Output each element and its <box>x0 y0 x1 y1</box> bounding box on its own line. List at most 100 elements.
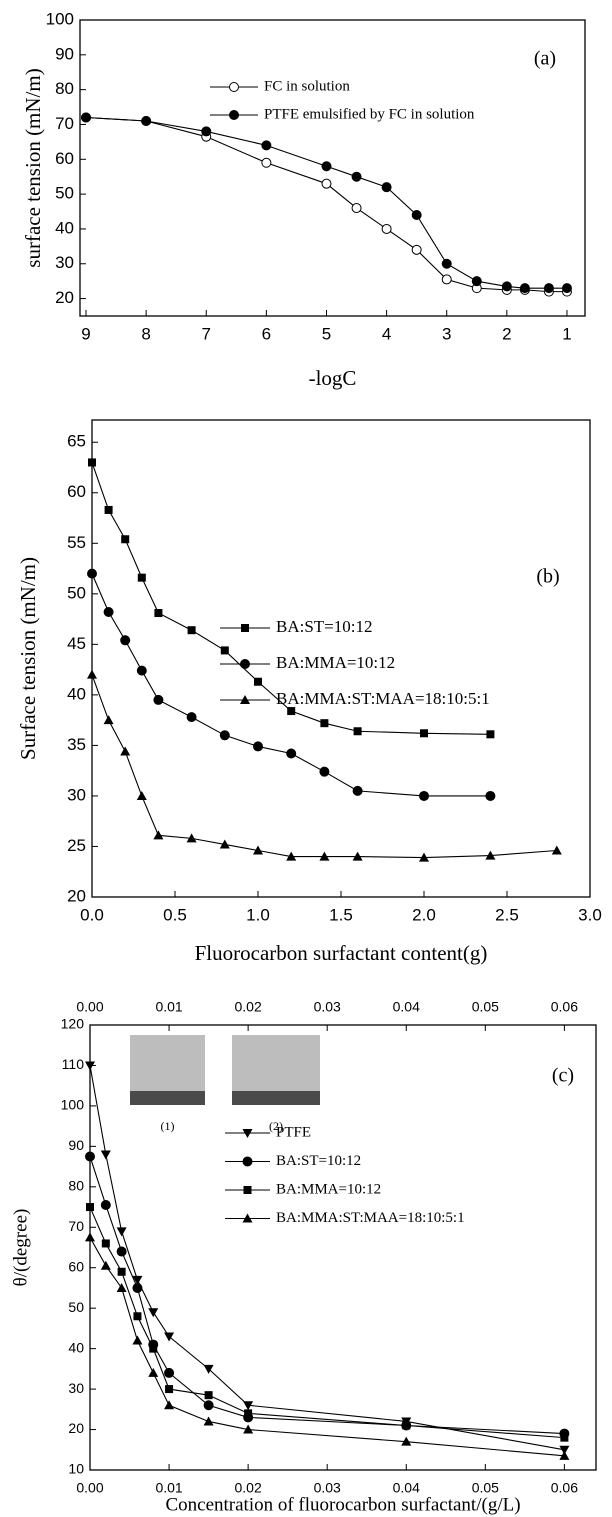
marker <box>116 1246 127 1257</box>
y-tick-label: 90 <box>68 1137 84 1153</box>
marker <box>501 281 512 292</box>
marker <box>219 730 230 741</box>
y-tick-label: 80 <box>68 1178 84 1194</box>
y-tick-label: 20 <box>68 1420 84 1436</box>
x-tick-label: 6 <box>262 324 271 343</box>
legend-label: PTFE emulsified by FC in solution <box>264 106 475 122</box>
series-line <box>85 116 567 293</box>
marker <box>137 573 146 582</box>
marker <box>286 748 297 759</box>
marker <box>85 1061 95 1071</box>
panel-label: (b) <box>536 566 559 588</box>
marker <box>244 1409 253 1418</box>
x-tick-label: 0.02 <box>235 1480 262 1496</box>
marker <box>321 178 332 189</box>
x-axis-label: -logC <box>309 366 357 390</box>
panel: 0.0 0.5 1.0 1.5 2.0 2.5 3.0 20 25 30 35 40 45 50 55 60 6… <box>16 419 602 965</box>
plot-frame <box>89 1024 597 1471</box>
panel: 0.00 0.00 0.01 0.01 0.02 0.02 0.03 0.03 0.04 0.04… <box>10 999 597 1515</box>
marker <box>219 839 230 849</box>
x-top-tick-label: 0.00 <box>76 999 103 1015</box>
x-axis-label: Fluorocarbon surfactant content(g) <box>195 941 488 965</box>
inset-substrate <box>130 1091 205 1105</box>
marker <box>352 851 363 861</box>
legend-marker <box>240 659 250 669</box>
marker <box>319 851 330 861</box>
marker <box>87 568 97 579</box>
marker <box>254 677 262 686</box>
marker <box>519 283 530 294</box>
marker <box>402 1421 411 1430</box>
inset-substrate <box>232 1091 320 1105</box>
series-line <box>89 1156 565 1435</box>
legend-marker <box>243 1186 252 1194</box>
marker <box>121 535 130 544</box>
marker <box>243 1424 254 1434</box>
marker <box>353 727 362 736</box>
marker <box>561 283 572 294</box>
marker <box>352 785 363 796</box>
marker <box>351 203 362 214</box>
marker <box>204 1391 213 1400</box>
marker <box>203 1364 214 1374</box>
legend-marker <box>229 110 239 120</box>
y-tick-label: 45 <box>67 634 86 653</box>
x-tick-label: 4 <box>382 324 391 343</box>
marker <box>320 719 329 728</box>
marker <box>117 1267 126 1276</box>
marker <box>88 458 96 467</box>
x-tick-label: 0.0 <box>80 905 104 924</box>
marker <box>132 1275 143 1285</box>
series-line <box>91 573 491 797</box>
marker <box>85 1232 95 1242</box>
marker <box>103 607 114 618</box>
x-tick-label: 0.01 <box>155 1480 182 1496</box>
marker <box>287 707 296 716</box>
marker <box>81 112 92 123</box>
marker <box>559 1450 570 1460</box>
marker <box>164 1400 175 1410</box>
marker <box>101 1239 110 1248</box>
marker <box>401 1436 412 1446</box>
y-axis-label: surface tension (mN/m) <box>21 68 45 267</box>
marker <box>319 766 330 777</box>
y-tick-label: 100 <box>46 9 74 28</box>
y-axis-label: θ/(degree) <box>10 1209 31 1287</box>
marker <box>560 1433 569 1442</box>
y-tick-label: 40 <box>68 1339 84 1355</box>
plot-frame <box>79 19 586 317</box>
inset-label: (1) <box>161 1119 175 1133</box>
marker <box>100 1260 111 1270</box>
panel-label: (a) <box>534 48 556 70</box>
y-tick-label: 40 <box>55 218 74 237</box>
marker <box>419 790 429 801</box>
marker <box>543 283 554 294</box>
y-tick-label: 60 <box>68 1258 84 1274</box>
x-tick-label: 1 <box>562 324 571 343</box>
marker <box>381 223 392 234</box>
legend-marker <box>241 624 249 632</box>
marker <box>103 715 114 725</box>
marker <box>186 712 197 723</box>
legend-label: BA:MMA=10:12 <box>276 653 395 672</box>
marker <box>559 1445 570 1455</box>
panel: 9 8 7 6 5 4 3 2 1 20 30 40 50 60 70 80 90 100 -logC surface… <box>21 9 586 390</box>
marker <box>471 276 482 287</box>
x-tick-label: 2.5 <box>495 905 519 924</box>
x-tick-label: 1.0 <box>246 905 270 924</box>
marker <box>486 730 495 739</box>
y-tick-label: 50 <box>55 184 74 203</box>
marker <box>85 1151 95 1162</box>
marker <box>253 741 263 752</box>
marker <box>136 665 147 676</box>
marker <box>485 850 496 860</box>
legend-marker <box>229 82 239 92</box>
legend-label: BA:ST=10:12 <box>276 617 373 636</box>
x-tick-label: 0.04 <box>393 1480 420 1496</box>
x-top-tick-label: 0.01 <box>155 999 182 1015</box>
marker <box>381 182 392 193</box>
y-tick-label: 30 <box>55 253 74 272</box>
marker <box>351 171 362 182</box>
x-tick-label: 0.03 <box>314 1480 341 1496</box>
